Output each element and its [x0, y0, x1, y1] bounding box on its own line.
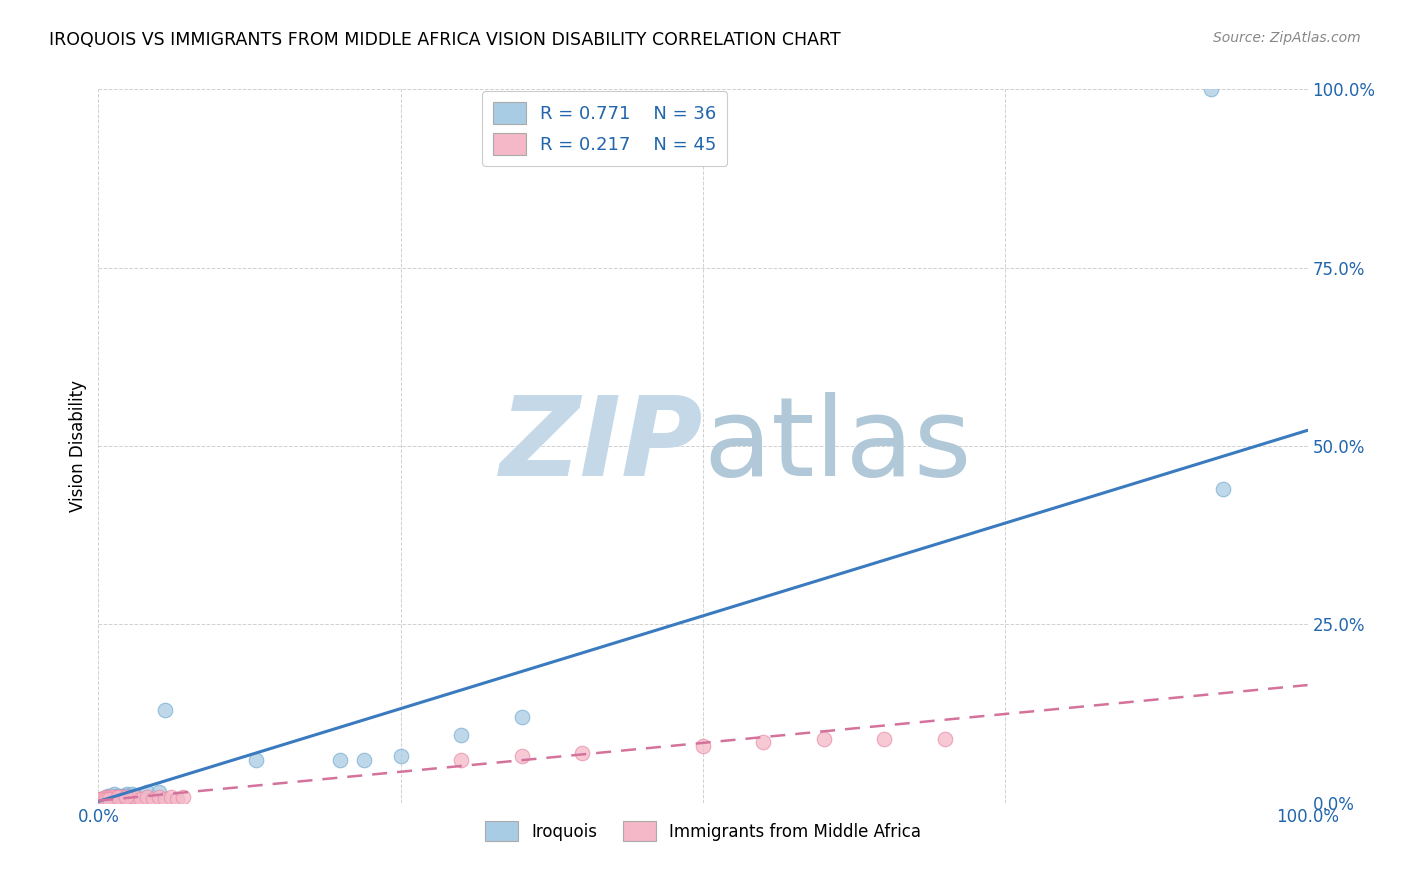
Point [813, 731, 835, 746]
Point [105, 792, 128, 806]
Point [135, 785, 157, 799]
Point [96, 792, 118, 806]
Point [329, 753, 352, 767]
Point [103, 787, 125, 801]
Point [104, 792, 127, 806]
Legend: Iroquois, Immigrants from Middle Africa: Iroquois, Immigrants from Middle Africa [478, 814, 928, 848]
Point [98, 790, 121, 805]
Point [91, 792, 114, 806]
Point [91, 792, 114, 806]
Point [1199, 82, 1222, 96]
Point [692, 739, 714, 753]
Point [172, 790, 194, 805]
Point [91, 792, 114, 806]
Point [450, 728, 472, 742]
Point [129, 792, 152, 806]
Point [873, 731, 896, 746]
Point [510, 749, 533, 764]
Point [100, 790, 122, 805]
Point [93, 792, 115, 806]
Point [90, 792, 112, 806]
Point [91, 792, 114, 806]
Point [118, 789, 141, 803]
Point [450, 753, 472, 767]
Point [934, 731, 956, 746]
Point [124, 790, 146, 805]
Text: IROQUOIS VS IMMIGRANTS FROM MIDDLE AFRICA VISION DISABILITY CORRELATION CHART: IROQUOIS VS IMMIGRANTS FROM MIDDLE AFRIC… [49, 31, 841, 49]
Point [100, 789, 122, 803]
Point [121, 787, 143, 801]
Point [389, 749, 412, 764]
Point [353, 753, 375, 767]
Point [124, 789, 146, 803]
Point [117, 787, 139, 801]
Point [160, 790, 183, 805]
Point [96, 790, 118, 805]
Point [1212, 482, 1234, 496]
Point [94, 792, 117, 806]
Point [114, 789, 136, 803]
Point [166, 792, 188, 806]
Point [105, 789, 128, 803]
Text: ZIP: ZIP [499, 392, 703, 500]
Point [108, 792, 131, 806]
Point [153, 703, 176, 717]
Point [101, 792, 124, 806]
Point [94, 790, 117, 805]
Point [117, 792, 139, 806]
Point [93, 792, 115, 806]
Point [98, 792, 121, 806]
Point [510, 710, 533, 724]
Point [90, 792, 112, 806]
Point [148, 790, 170, 805]
Point [91, 792, 114, 806]
Point [101, 789, 124, 803]
Point [107, 790, 129, 805]
Point [100, 792, 122, 806]
Point [115, 790, 138, 805]
Y-axis label: Vision Disability: Vision Disability [69, 380, 87, 512]
Point [148, 785, 170, 799]
Point [108, 792, 131, 806]
Point [107, 790, 129, 805]
Point [103, 790, 125, 805]
Point [91, 792, 114, 806]
Point [98, 790, 121, 805]
Point [115, 789, 138, 803]
Point [97, 792, 120, 806]
Point [108, 790, 131, 805]
Point [100, 792, 122, 806]
Point [571, 746, 593, 760]
Point [153, 792, 176, 806]
Point [108, 789, 131, 803]
Point [111, 789, 134, 803]
Point [752, 735, 775, 749]
Point [97, 789, 120, 803]
Point [245, 753, 267, 767]
Text: atlas: atlas [703, 392, 972, 500]
Point [142, 792, 165, 806]
Point [104, 790, 127, 805]
Text: Source: ZipAtlas.com: Source: ZipAtlas.com [1213, 31, 1361, 45]
Point [118, 790, 141, 805]
Point [135, 790, 157, 805]
Point [94, 790, 117, 805]
Point [111, 792, 134, 806]
Point [114, 790, 136, 805]
Point [121, 792, 143, 806]
Point [110, 790, 132, 805]
Point [107, 790, 129, 805]
